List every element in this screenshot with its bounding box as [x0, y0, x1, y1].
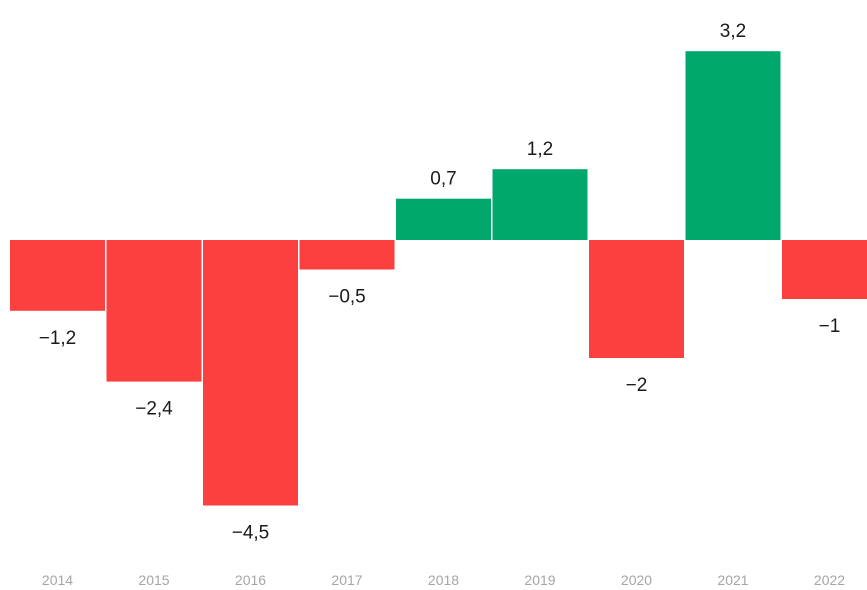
- x-axis-tick-labels: 2014 2015 2016 2017 2018 2019 2020 2021 2022: [42, 572, 845, 588]
- bar-2022: [782, 240, 867, 299]
- bar-2014: [10, 240, 105, 311]
- x-tick-2016: 2016: [235, 572, 266, 588]
- bar-2021: [685, 51, 781, 241]
- value-labels-group: −1,2 −2,4 −4,5 −0,5 0,7 1,2 −2 3,2 −1: [39, 21, 841, 543]
- x-tick-2021: 2021: [717, 572, 748, 588]
- x-tick-2017: 2017: [331, 572, 362, 588]
- bar-2016: [203, 240, 298, 506]
- data-label-2016: −4,5: [232, 523, 270, 544]
- data-label-2020: −2: [626, 375, 648, 396]
- x-tick-2018: 2018: [428, 572, 459, 588]
- x-tick-2019: 2019: [524, 572, 555, 588]
- bar-2015: [106, 240, 202, 382]
- x-tick-2014: 2014: [42, 572, 73, 588]
- x-tick-2015: 2015: [138, 572, 169, 588]
- x-tick-2022: 2022: [814, 572, 845, 588]
- data-label-2015: −2,4: [135, 399, 173, 420]
- bar-2020: [589, 240, 684, 358]
- data-label-2017: −0,5: [328, 287, 366, 308]
- x-tick-2020: 2020: [621, 572, 652, 588]
- data-label-2022: −1: [819, 316, 841, 337]
- data-label-2021: 3,2: [720, 21, 746, 42]
- bars-group: [10, 51, 867, 506]
- data-label-2018: 0,7: [430, 169, 456, 190]
- data-label-2014: −1,2: [39, 328, 77, 349]
- bar-2018: [396, 198, 491, 240]
- bar-2019: [492, 169, 588, 240]
- data-label-2019: 1,2: [527, 139, 553, 160]
- bar-2017: [299, 240, 395, 270]
